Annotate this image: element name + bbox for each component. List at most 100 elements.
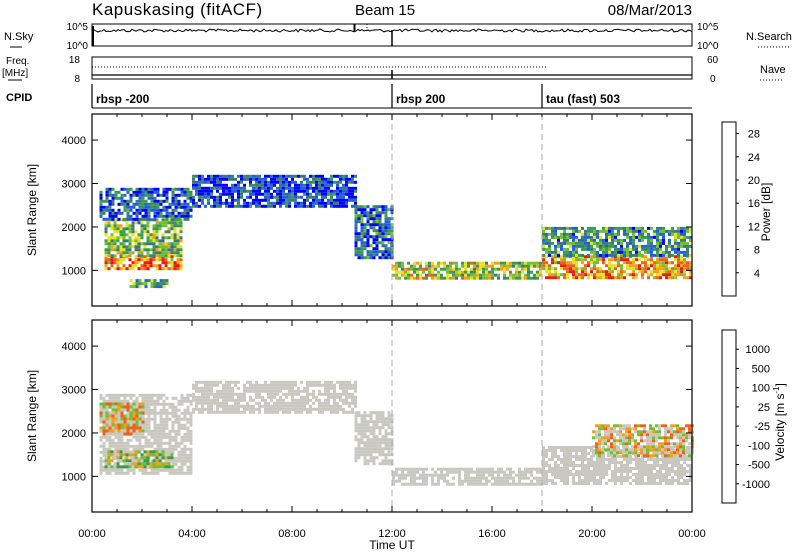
heatmap-cell — [485, 482, 488, 486]
heatmap-cell — [482, 264, 485, 268]
heatmap-cell — [387, 441, 391, 445]
heatmap-cell — [623, 253, 626, 257]
heatmap-cell — [458, 470, 461, 474]
heatmap-cell — [620, 270, 623, 274]
heatmap-cell — [264, 398, 267, 402]
heatmap-cell — [138, 208, 142, 212]
heatmap-cell — [590, 449, 593, 452]
heatmap-cell — [560, 461, 563, 464]
heatmap-cell — [201, 407, 204, 411]
heatmap-cell — [198, 183, 201, 187]
heatmap-cell — [366, 223, 370, 227]
heatmap-cell — [551, 482, 554, 485]
heatmap-cell — [641, 229, 644, 233]
heatmap-cell — [144, 217, 148, 221]
heatmap-cell — [117, 399, 121, 403]
heatmap-cell — [673, 451, 676, 455]
heatmap-cell — [613, 448, 616, 452]
heatmap-cell — [321, 180, 324, 184]
heatmap-cell — [548, 244, 551, 248]
heatmap-cell — [146, 462, 150, 466]
heatmap-cell — [276, 392, 279, 396]
heatmap-cell — [132, 456, 136, 460]
heatmap-cell — [673, 424, 676, 428]
heatmap-cell — [321, 177, 324, 181]
heatmap-cell — [198, 386, 201, 390]
heatmap-cell — [309, 201, 312, 205]
heatmap-cell — [608, 258, 611, 262]
heatmap-cell — [201, 192, 204, 196]
heatmap-cell — [611, 470, 614, 473]
heatmap-cell — [198, 174, 201, 178]
heatmap-cell — [611, 461, 614, 464]
heatmap-cell — [264, 183, 267, 187]
heatmap-cell — [258, 204, 261, 208]
heatmap-cell — [643, 451, 646, 455]
heatmap-cell — [348, 180, 351, 184]
heatmap-cell — [425, 264, 428, 268]
heatmap-cell — [656, 473, 659, 476]
heatmap-cell — [452, 267, 455, 271]
heatmap-cell — [658, 442, 661, 446]
heatmap-cell — [608, 244, 611, 248]
heatmap-cell — [416, 267, 419, 271]
heatmap-cell — [560, 226, 563, 230]
heatmap-cell — [638, 464, 641, 467]
heatmap-cell — [563, 446, 566, 449]
heatmap-cell — [611, 253, 614, 257]
heatmap-cell — [117, 423, 121, 427]
heatmap-cell — [285, 410, 288, 414]
heatmap-cell — [309, 404, 312, 408]
heatmap-cell — [231, 398, 234, 402]
heatmap-cell — [407, 473, 410, 477]
heatmap-cell — [656, 253, 659, 257]
heatmap-cell — [598, 451, 601, 455]
heatmap-cell — [282, 401, 285, 405]
heatmap-cell — [252, 383, 255, 387]
heatmap-cell — [255, 392, 258, 396]
heatmap-cell — [155, 459, 159, 463]
heatmap-cell — [620, 238, 623, 242]
heatmap-cell — [342, 398, 345, 402]
heatmap-cell — [333, 395, 336, 399]
heatmap-cell — [378, 256, 382, 260]
heatmap-cell — [300, 174, 303, 178]
heatmap-cell — [159, 417, 163, 421]
heatmap-cell — [285, 180, 288, 184]
heatmap-cell — [369, 411, 373, 415]
heatmap-cell — [186, 432, 190, 436]
heatmap-cell — [631, 436, 634, 440]
heatmap-cell — [186, 459, 190, 463]
heatmap-cell — [192, 195, 195, 199]
heatmap-cell — [422, 482, 425, 486]
heatmap-cell — [680, 250, 683, 254]
heatmap-cell — [509, 270, 512, 274]
heatmap-cell — [542, 261, 545, 265]
heatmap-cell — [572, 273, 575, 277]
heatmap-cell — [652, 439, 655, 443]
heatmap-cell — [143, 248, 147, 252]
heatmap-cell — [620, 464, 623, 467]
heatmap-cell — [554, 226, 557, 230]
heatmap-cell — [170, 233, 174, 237]
heatmap-cell — [593, 267, 596, 271]
heatmap-cell — [255, 177, 258, 181]
heatmap-cell — [119, 254, 123, 258]
heatmap-cell — [210, 407, 213, 411]
heatmap-cell — [575, 241, 578, 245]
heatmap-cell — [581, 473, 584, 476]
heatmap-cell — [363, 432, 367, 436]
heatmap-cell — [602, 458, 605, 461]
heatmap-cell — [180, 205, 184, 209]
heatmap-cell — [288, 180, 291, 184]
heatmap-cell — [569, 264, 572, 268]
heatmap-cell — [545, 264, 548, 268]
heatmap-cell — [363, 450, 367, 454]
heatmap-cell — [273, 183, 276, 187]
heatmap-cell — [164, 261, 168, 265]
heatmap-cell — [164, 264, 168, 268]
heatmap-cell — [563, 247, 566, 251]
heatmap-cell — [261, 198, 264, 202]
heatmap-cell — [104, 453, 108, 457]
heatmap-cell — [670, 448, 673, 452]
